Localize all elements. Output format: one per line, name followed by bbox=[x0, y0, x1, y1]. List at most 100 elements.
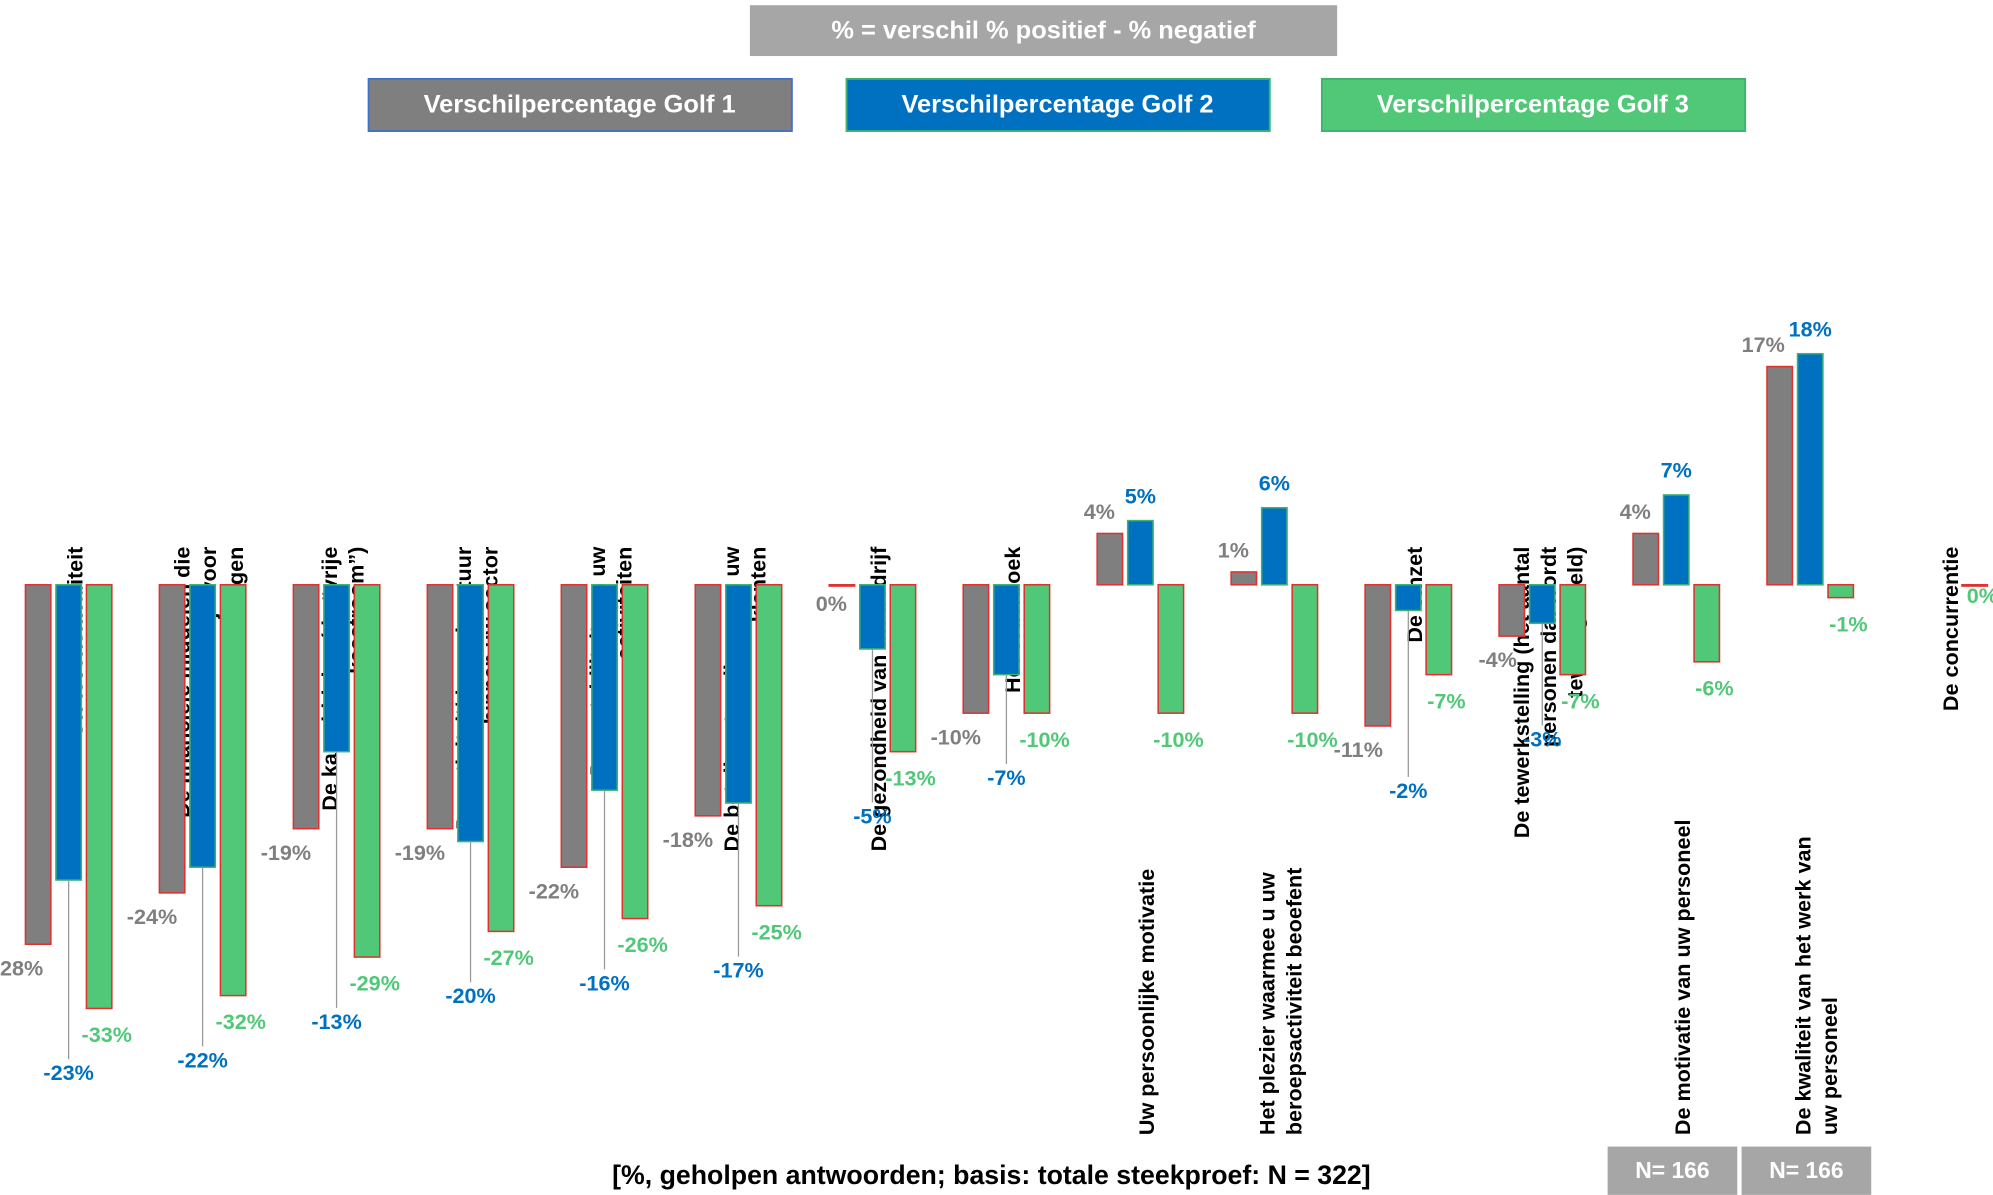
data-label: 5% bbox=[1125, 483, 1156, 508]
bar bbox=[292, 584, 320, 830]
data-label: -18% bbox=[663, 827, 713, 852]
bar bbox=[828, 584, 856, 587]
data-label: -7% bbox=[1427, 688, 1465, 713]
data-label: -4% bbox=[1478, 647, 1516, 672]
bar bbox=[889, 584, 917, 753]
bar bbox=[24, 584, 52, 946]
category-label: Uw persoonlijke motivatie bbox=[1134, 869, 1159, 1135]
bar bbox=[1291, 584, 1319, 714]
data-label: -17% bbox=[713, 958, 763, 983]
data-label: -29% bbox=[349, 971, 399, 996]
data-label: 4% bbox=[1084, 499, 1115, 524]
data-label: -5% bbox=[853, 803, 891, 828]
bar bbox=[353, 584, 381, 958]
data-label: -19% bbox=[395, 840, 445, 865]
bar bbox=[621, 584, 649, 920]
data-label: 7% bbox=[1661, 458, 1692, 483]
data-label: -7% bbox=[987, 765, 1025, 790]
legend-label: Verschilpercentage Golf 3 bbox=[1377, 90, 1689, 118]
data-label: -22% bbox=[529, 878, 579, 903]
data-label: 4% bbox=[1620, 499, 1651, 524]
category-label: Het plezier waarmee u uwberoepsactivitei… bbox=[1254, 868, 1306, 1136]
legend-box bbox=[1320, 77, 1747, 132]
legend-box bbox=[845, 77, 1271, 132]
bar bbox=[1766, 365, 1794, 586]
bar bbox=[323, 584, 351, 753]
bar bbox=[1230, 571, 1258, 586]
data-label: -23% bbox=[43, 1060, 93, 1085]
category-label: De motivatie van uw personeel bbox=[1670, 820, 1695, 1136]
data-label: -22% bbox=[177, 1047, 227, 1072]
bar bbox=[962, 584, 990, 714]
note-label: N= 166 bbox=[1635, 1157, 1709, 1183]
bar bbox=[457, 584, 485, 843]
data-label: -10% bbox=[1287, 727, 1337, 752]
data-label: -19% bbox=[261, 840, 311, 865]
data-label: -28% bbox=[0, 955, 43, 980]
note-box bbox=[1607, 1146, 1738, 1195]
data-label: -13% bbox=[311, 1009, 361, 1034]
bar bbox=[1260, 507, 1288, 586]
bar bbox=[1498, 584, 1526, 637]
chart-title: % = verschil % positief - % negatief bbox=[831, 17, 1256, 45]
legend-label: Verschilpercentage Golf 1 bbox=[424, 90, 736, 118]
legend-box bbox=[367, 77, 793, 132]
data-label: 0% bbox=[1967, 583, 1993, 608]
bar bbox=[1632, 532, 1660, 586]
bar bbox=[1023, 584, 1051, 714]
legend-label: Verschilpercentage Golf 2 bbox=[901, 90, 1213, 118]
note-label: N= 166 bbox=[1769, 1157, 1843, 1183]
data-label: -1% bbox=[1829, 611, 1867, 636]
bar bbox=[591, 584, 618, 791]
data-label: -10% bbox=[1153, 727, 1203, 752]
data-label: -27% bbox=[483, 945, 533, 970]
bar bbox=[158, 584, 186, 894]
data-label: 18% bbox=[1789, 317, 1832, 342]
bar bbox=[1961, 584, 1989, 587]
data-label: -24% bbox=[127, 904, 177, 929]
data-label: -33% bbox=[82, 1022, 132, 1047]
bar bbox=[1796, 352, 1824, 586]
data-label: -11% bbox=[1334, 737, 1383, 762]
data-label: 17% bbox=[1742, 332, 1785, 357]
data-label: -13% bbox=[885, 765, 935, 790]
bar bbox=[1559, 584, 1587, 676]
data-label: -25% bbox=[751, 919, 801, 944]
title-box bbox=[749, 5, 1338, 57]
bar bbox=[1157, 584, 1185, 714]
note-box bbox=[1741, 1146, 1872, 1195]
bar bbox=[992, 584, 1020, 676]
bar bbox=[487, 584, 515, 933]
data-label: -16% bbox=[579, 970, 629, 995]
bar bbox=[755, 584, 783, 907]
category-label: De kwaliteit van het werk vanuw personee… bbox=[1790, 836, 1842, 1135]
data-label: -7% bbox=[1561, 688, 1599, 713]
data-label: 0% bbox=[816, 591, 847, 616]
bar bbox=[560, 584, 588, 868]
bar bbox=[1126, 519, 1154, 586]
footnote: [%, geholpen antwoorden; basis: totale s… bbox=[612, 1160, 1371, 1190]
data-label: -10% bbox=[931, 724, 981, 749]
data-label: -6% bbox=[1695, 675, 1733, 700]
bar bbox=[189, 584, 217, 868]
data-label: -10% bbox=[1019, 727, 1069, 752]
bar bbox=[1096, 532, 1124, 586]
data-label: -3% bbox=[1523, 726, 1561, 751]
data-label: -26% bbox=[617, 932, 667, 957]
bar bbox=[1425, 584, 1453, 676]
bar bbox=[219, 584, 247, 997]
bar bbox=[1364, 584, 1392, 727]
data-label: -2% bbox=[1389, 778, 1427, 803]
data-label: -20% bbox=[445, 983, 495, 1008]
category-label: De concurrentie bbox=[1938, 547, 1963, 711]
bar bbox=[858, 584, 886, 650]
bar bbox=[1528, 584, 1556, 625]
data-label: 6% bbox=[1259, 471, 1290, 496]
bar bbox=[85, 584, 113, 1010]
bar bbox=[1394, 584, 1422, 612]
bar bbox=[694, 584, 722, 817]
bar bbox=[1693, 584, 1721, 663]
bar bbox=[426, 584, 454, 830]
